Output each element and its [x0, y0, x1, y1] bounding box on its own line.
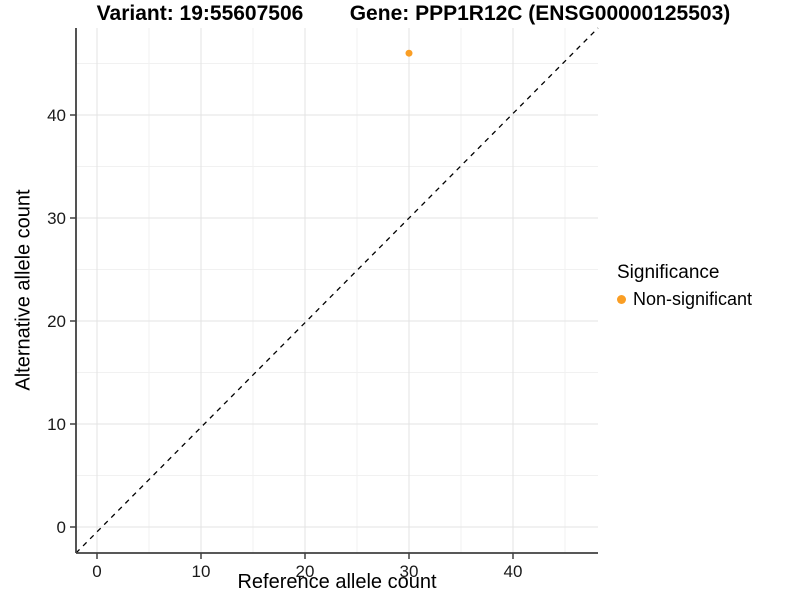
y-tick-label: 40: [47, 106, 66, 125]
plot-title-gene: Gene: PPP1R12C (ENSG00000125503): [349, 2, 731, 25]
y-tick-label: 20: [47, 312, 66, 331]
x-tick-label: 30: [400, 562, 419, 581]
x-tick-label: 0: [92, 562, 101, 581]
plot-title-variant: Variant: 19:55607506: [96, 2, 304, 25]
legend-title: Significance: [617, 262, 720, 283]
legend-item-label: Non-significant: [633, 289, 753, 309]
x-tick-label: 10: [192, 562, 211, 581]
y-tick-label: 0: [57, 518, 66, 537]
x-tick-label: 20: [296, 562, 315, 581]
y-tick-label: 10: [47, 415, 66, 434]
x-tick-label: 40: [504, 562, 523, 581]
legend-item: Non-significant: [617, 289, 752, 310]
data-point: [405, 49, 413, 57]
identity-reference-line: [75, 27, 599, 554]
y-axis-title: Alternative allele count: [12, 189, 35, 391]
legend: Significance Non-significant: [617, 262, 752, 310]
y-tick-label: 30: [47, 209, 66, 228]
x-axis-title: Reference allele count: [237, 571, 437, 593]
legend-point-icon: [617, 295, 626, 304]
